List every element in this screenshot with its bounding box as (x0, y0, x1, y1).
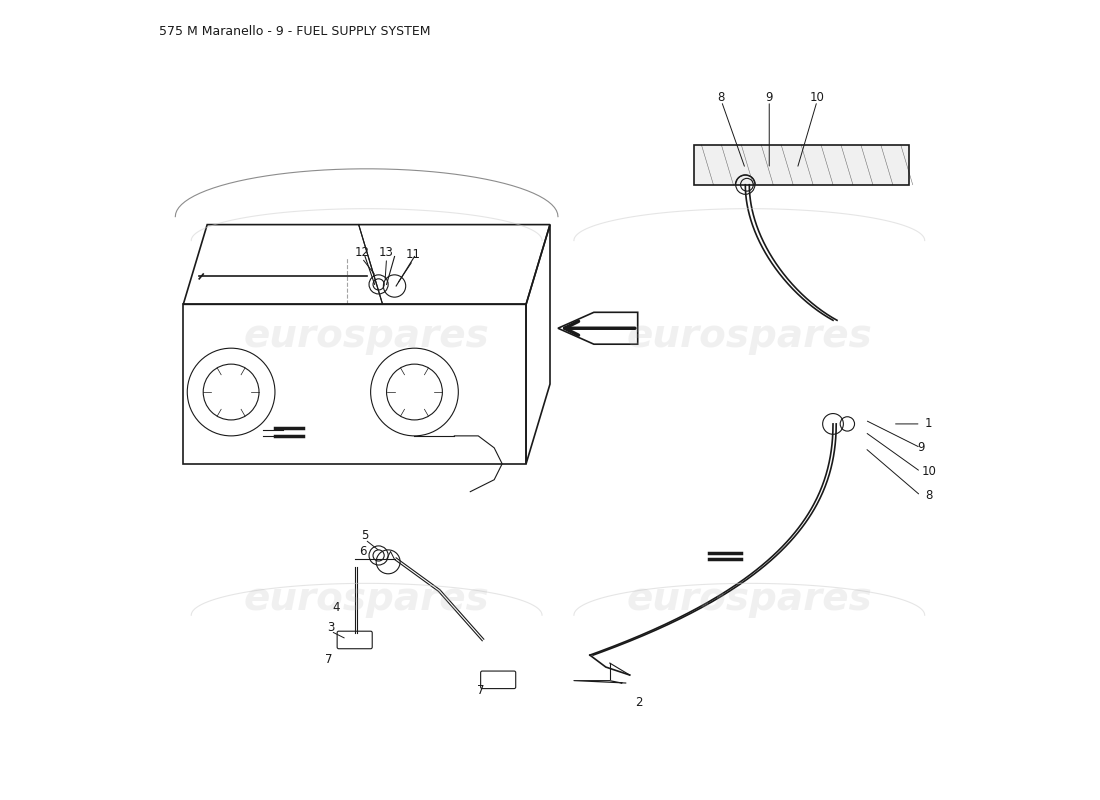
Text: 4: 4 (332, 601, 340, 614)
Text: 575 M Maranello - 9 - FUEL SUPPLY SYSTEM: 575 M Maranello - 9 - FUEL SUPPLY SYSTEM (160, 26, 431, 38)
Text: 9: 9 (766, 90, 773, 103)
Text: eurospares: eurospares (626, 318, 872, 355)
Text: 10: 10 (810, 90, 825, 103)
Text: 8: 8 (925, 489, 933, 502)
Text: 8: 8 (717, 90, 725, 103)
Text: 1: 1 (925, 418, 933, 430)
Text: 3: 3 (327, 621, 334, 634)
Text: 6: 6 (359, 545, 366, 558)
Text: 11: 11 (406, 249, 420, 262)
Text: 7: 7 (326, 653, 333, 666)
Text: 13: 13 (379, 246, 394, 259)
Text: 10: 10 (921, 466, 936, 478)
Text: 12: 12 (354, 246, 370, 259)
Text: eurospares: eurospares (626, 580, 872, 618)
Polygon shape (693, 145, 909, 185)
Text: eurospares: eurospares (244, 580, 490, 618)
Text: 2: 2 (636, 697, 644, 710)
Text: 5: 5 (362, 529, 369, 542)
Text: eurospares: eurospares (244, 318, 490, 355)
Text: 7: 7 (477, 685, 484, 698)
Text: 9: 9 (917, 442, 924, 454)
